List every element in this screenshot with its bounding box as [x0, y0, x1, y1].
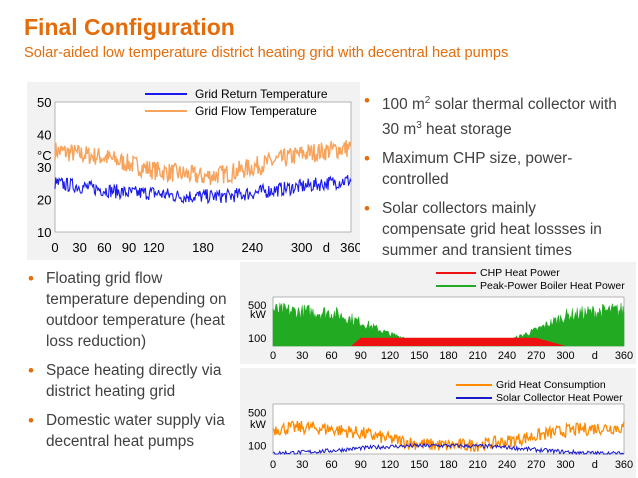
x-tick-label: d: [592, 350, 598, 362]
chp-area: [273, 337, 624, 346]
x-tick-label: 120: [143, 240, 165, 255]
bullet-item: Solar collectors mainly compensate grid …: [364, 198, 624, 261]
legend-label: Grid Heat Consumption: [496, 379, 606, 391]
x-tick-label: 300: [556, 459, 574, 471]
x-tick-label: 150: [410, 350, 428, 362]
x-tick-label: 240: [498, 459, 516, 471]
x-tick-label: 30: [72, 240, 86, 255]
y-tick-label: 100: [248, 441, 266, 453]
legend-label: Peak-Power Boiler Heat Power: [480, 280, 625, 292]
x-tick-label: 0: [51, 240, 58, 255]
bullet-list-right: 100 m2 solar thermal collector with 30 m…: [364, 90, 624, 269]
x-tick-label: 210: [469, 350, 487, 362]
slide-title: Final Configuration: [24, 14, 235, 40]
y-axis-label: °C: [37, 148, 52, 163]
x-tick-label: 180: [439, 350, 457, 362]
legend-label: Grid Flow Temperature: [195, 104, 317, 118]
legend-label: Grid Return Temperature: [195, 87, 328, 101]
chp-boiler-chart: 100 500 kW 0 30 60 90 120 150 180 210 240 270 300 d 360…: [240, 262, 636, 364]
y-tick-label: 500: [248, 300, 266, 312]
legend-label: CHP Heat Power: [480, 267, 560, 279]
slide-subtitle: Solar-aided low temperature district hea…: [24, 45, 509, 61]
series-line-0: [272, 420, 625, 452]
x-tick-label: 270: [527, 350, 545, 362]
x-tick-label: 240: [498, 350, 516, 362]
x-tick-label: 180: [192, 240, 214, 255]
bullet-item: 100 m2 solar thermal collector with 30 m…: [364, 90, 624, 140]
x-tick-label: 210: [469, 459, 487, 471]
plot-area: [54, 101, 352, 233]
x-tick-label: 300: [556, 350, 574, 362]
bullet-item: Domestic water supply via decentral heat…: [28, 410, 238, 452]
bullet-item: Floating grid flow temperature depending…: [28, 268, 238, 352]
x-tick-label: 120: [381, 350, 399, 362]
x-tick-label: 30: [296, 350, 308, 362]
x-tick-label: 90: [355, 350, 367, 362]
x-tick-label: 180: [439, 459, 457, 471]
series-line-1: [272, 442, 625, 456]
y-tick-label: 50: [37, 95, 51, 110]
x-tick-label: 300: [291, 240, 313, 255]
y-tick-label: 40: [37, 128, 51, 143]
legend-label: Solar Collector Heat Power: [496, 392, 623, 404]
x-tick-label: 360: [615, 350, 633, 362]
x-tick-label: 90: [122, 240, 136, 255]
temperature-chart-svg: 10 20 30 40 50 °C 0 30 60 90 120 180 240 300 d 360 Grid …: [37, 87, 360, 255]
x-tick-label: 90: [355, 459, 367, 471]
x-tick-label: 120: [381, 459, 399, 471]
series-line-0: [54, 175, 352, 205]
y-axis-label: kW: [250, 309, 267, 321]
consumption-solar-chart: 100 500 kW 0 30 60 90 120 150 180 210 240 270 300 d 360…: [240, 368, 636, 478]
x-tick-label: 60: [97, 240, 111, 255]
temperature-chart: 10 20 30 40 50 °C 0 30 60 90 120 180 240 300 d 360 Grid …: [27, 82, 360, 260]
x-tick-label: 60: [325, 459, 337, 471]
y-tick-label: 30: [37, 160, 51, 175]
bullet-item: Space heating directly via district heat…: [28, 360, 238, 402]
x-tick-label: 0: [270, 350, 276, 362]
x-tick-label: d: [592, 459, 598, 471]
x-tick-label: 270: [527, 459, 545, 471]
x-tick-label: 150: [410, 459, 428, 471]
x-tick-label: 360: [340, 240, 360, 255]
y-tick-label: 500: [248, 407, 266, 419]
x-tick-label: 0: [270, 459, 276, 471]
x-tick-label: 60: [325, 350, 337, 362]
bullet-item: Maximum CHP size, power-controlled: [364, 148, 624, 190]
y-tick-label: 100: [248, 333, 266, 345]
y-axis-label: kW: [250, 419, 267, 431]
x-tick-label: 360: [615, 459, 633, 471]
x-tick-label: 240: [241, 240, 263, 255]
y-tick-label: 10: [37, 225, 51, 240]
x-tick-label: d: [323, 240, 330, 255]
bullet-list-left: Floating grid flow temperature depending…: [28, 268, 238, 460]
x-tick-label: 30: [296, 459, 308, 471]
series-line-1: [54, 140, 352, 186]
y-tick-label: 20: [37, 193, 51, 208]
